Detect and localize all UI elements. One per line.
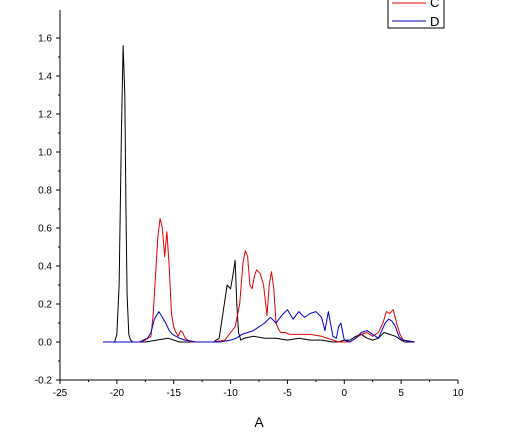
series-line-black xyxy=(103,45,415,343)
x-tick-label: 0 xyxy=(342,388,348,399)
y-tick-label: 1.6 xyxy=(38,34,52,45)
legend: C D xyxy=(387,0,445,29)
plot-area: -0.2 0.0 0.2 0.4 0.6 0.8 1.0 1.2 1.4 1.6 -25 -20 -1… xyxy=(35,10,464,399)
x-axis-title: A xyxy=(254,414,264,430)
y-tick-label: -0.2 xyxy=(35,376,53,387)
x-axis-ticks: -25 -20 -15 -10 -5 0 5 10 xyxy=(53,380,464,399)
y-tick-label: 1.0 xyxy=(38,148,52,159)
legend-box xyxy=(387,0,445,29)
legend-label-c: C xyxy=(430,0,439,10)
y-tick-label: 0.8 xyxy=(38,186,52,197)
x-tick-label: -20 xyxy=(110,388,125,399)
x-tick-label: 5 xyxy=(398,388,404,399)
series-layer xyxy=(103,45,415,343)
y-tick-label: 1.2 xyxy=(38,110,52,121)
y-axis-ticks: -0.2 0.0 0.2 0.4 0.6 0.8 1.0 1.2 1.4 1.6 xyxy=(35,34,60,387)
x-tick-label: -25 xyxy=(53,388,68,399)
y-tick-label: 0.0 xyxy=(38,338,52,349)
legend-label-d: D xyxy=(430,14,439,29)
x-tick-label: -5 xyxy=(283,388,292,399)
y-tick-label: 0.4 xyxy=(38,262,52,273)
series-line-d xyxy=(103,309,415,343)
y-tick-label: 1.4 xyxy=(38,72,52,83)
y-tick-label: 0.2 xyxy=(38,300,52,311)
y-tick-label: 0.6 xyxy=(38,224,52,235)
series-line-c xyxy=(103,218,415,343)
x-tick-label: -10 xyxy=(223,388,238,399)
x-tick-label: 10 xyxy=(452,388,464,399)
x-tick-label: -15 xyxy=(166,388,181,399)
